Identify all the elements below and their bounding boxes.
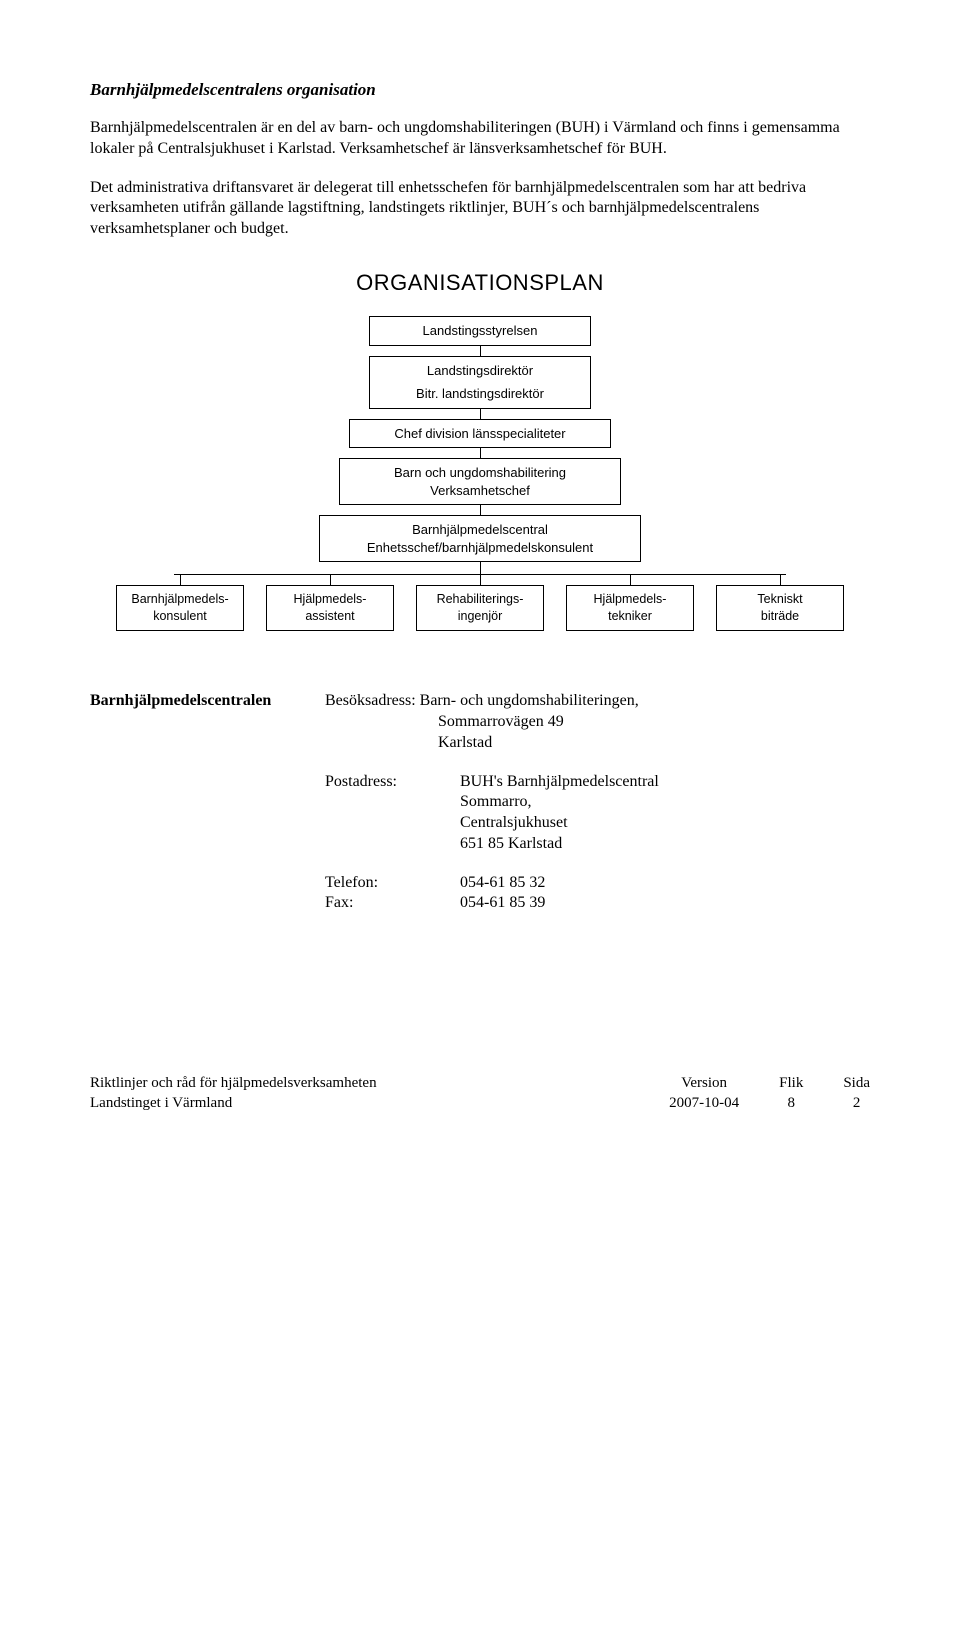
- footer-doc-title: Riktlinjer och råd för hjälpmedelsverksa…: [90, 1074, 377, 1094]
- leaf-line: ingenjör: [423, 608, 537, 625]
- connector: [480, 562, 481, 574]
- node-buh: Barn och ungdomshabilitering Verksamhets…: [339, 458, 621, 505]
- visit-line: Sommarrovägen 49: [325, 712, 639, 733]
- org-chart-tree: Landstingsstyrelsen Landstingsdirektör B…: [90, 316, 870, 631]
- leaf-konsulent: Barnhjälpmedels- konsulent: [116, 585, 244, 631]
- leaf-wrap: Hjälpmedels- assistent: [266, 575, 394, 631]
- footer-org: Landstinget i Värmland: [90, 1094, 377, 1114]
- footer-right: Version 2007-10-04 Flik 8 Sida 2: [669, 1074, 870, 1113]
- paragraph-2: Det administrativa driftansvaret är dele…: [90, 178, 870, 240]
- footer-sida: Sida 2: [843, 1074, 870, 1113]
- leaf-bitrade: Tekniskt biträde: [716, 585, 844, 631]
- connector: [330, 575, 331, 585]
- node-chef-division: Chef division länsspecialiteter: [349, 419, 611, 449]
- node-line: Barnhjälpmedelscentral: [330, 521, 630, 539]
- address-tel-row: Telefon: 054-61 85 32 Fax: 054-61 85 39: [90, 873, 870, 915]
- visit-line: Barn- och ungdomshabiliteringen,: [420, 691, 639, 712]
- section-title: Barnhjälpmedelscentralens organisation: [90, 80, 870, 100]
- address-post-row: Postadress: BUH's Barnhjälpmedelscentral…: [90, 772, 870, 855]
- fax-label: Fax:: [325, 893, 460, 914]
- footer-sida-value: 2: [853, 1094, 861, 1114]
- page-footer: Riktlinjer och råd för hjälpmedelsverksa…: [90, 1074, 870, 1113]
- visit-line: Karlstad: [325, 733, 639, 754]
- node-line: Enhetsschef/barnhjälpmedelskonsulent: [330, 539, 630, 557]
- org-name-label: Barnhjälpmedelscentralen: [90, 691, 325, 753]
- leaf-line: Rehabiliterings-: [423, 591, 537, 608]
- leaf-tekniker: Hjälpmedels- tekniker: [566, 585, 694, 631]
- leaf-wrap: Tekniskt biträde: [716, 575, 844, 631]
- leaf-line: Hjälpmedels-: [273, 591, 387, 608]
- org-chart: ORGANISATIONSPLAN Landstingsstyrelsen La…: [90, 270, 870, 631]
- leaf-line: tekniker: [573, 608, 687, 625]
- address-section: Barnhjälpmedelscentralen Besöksadress: B…: [90, 691, 870, 914]
- node-landstingsdirektor: Landstingsdirektör Bitr. landstingsdirek…: [369, 356, 591, 409]
- address-visit-row: Barnhjälpmedelscentralen Besöksadress: B…: [90, 691, 870, 753]
- post-line: 651 85 Karlstad: [460, 834, 659, 855]
- visit-label: Besöksadress:: [325, 691, 416, 712]
- post-line: BUH's Barnhjälpmedelscentral: [460, 772, 659, 793]
- node-barnhjalpmedelscentral: Barnhjälpmedelscentral Enhetsschef/barnh…: [319, 515, 641, 562]
- leaf-wrap: Barnhjälpmedels- konsulent: [116, 575, 244, 631]
- leaf-line: biträde: [723, 608, 837, 625]
- leaf-wrap: Hjälpmedels- tekniker: [566, 575, 694, 631]
- paragraph-1: Barnhjälpmedelscentralen är en del av ba…: [90, 118, 870, 160]
- node-line: Verksamhetschef: [350, 482, 610, 500]
- tel-value: 054-61 85 32: [460, 873, 545, 894]
- connector: [480, 409, 481, 419]
- leaf-line: Barnhjälpmedels-: [123, 591, 237, 608]
- tel-label: Telefon:: [325, 873, 460, 894]
- leaf-line: Hjälpmedels-: [573, 591, 687, 608]
- footer-flik-label: Flik: [779, 1074, 803, 1094]
- leaf-wrap: Rehabiliterings- ingenjör: [416, 575, 544, 631]
- post-line: Sommarro,: [460, 792, 659, 813]
- footer-version-value: 2007-10-04: [669, 1094, 739, 1114]
- connector: [630, 575, 631, 585]
- node-landstingsstyrelsen: Landstingsstyrelsen: [369, 316, 591, 346]
- node-line: Landstingsdirektör: [380, 362, 580, 380]
- spacer: [90, 772, 325, 855]
- leaf-assistent: Hjälpmedels- assistent: [266, 585, 394, 631]
- connector: [480, 448, 481, 458]
- footer-flik: Flik 8: [779, 1074, 803, 1113]
- post-line: Centralsjukhuset: [460, 813, 659, 834]
- leaf-line: assistent: [273, 608, 387, 625]
- post-label: Postadress:: [325, 772, 460, 855]
- org-chart-title: ORGANISATIONSPLAN: [90, 270, 870, 296]
- footer-sida-label: Sida: [843, 1074, 870, 1094]
- org-chart-children: Barnhjälpmedels- konsulent Hjälpmedels- …: [100, 575, 860, 631]
- connector: [180, 575, 181, 585]
- footer-version: Version 2007-10-04: [669, 1074, 739, 1113]
- footer-flik-value: 8: [787, 1094, 795, 1114]
- footer-left: Riktlinjer och råd för hjälpmedelsverksa…: [90, 1074, 377, 1113]
- connector: [480, 575, 481, 585]
- connector: [480, 505, 481, 515]
- leaf-line: Tekniskt: [723, 591, 837, 608]
- leaf-ingenjor: Rehabiliterings- ingenjör: [416, 585, 544, 631]
- node-line: Barn och ungdomshabilitering: [350, 464, 610, 482]
- spacer: [90, 873, 325, 915]
- connector: [780, 575, 781, 585]
- fax-value: 054-61 85 39: [460, 893, 545, 914]
- connector: [480, 346, 481, 356]
- node-line: Bitr. landstingsdirektör: [380, 385, 580, 403]
- footer-version-label: Version: [681, 1074, 727, 1094]
- leaf-line: konsulent: [123, 608, 237, 625]
